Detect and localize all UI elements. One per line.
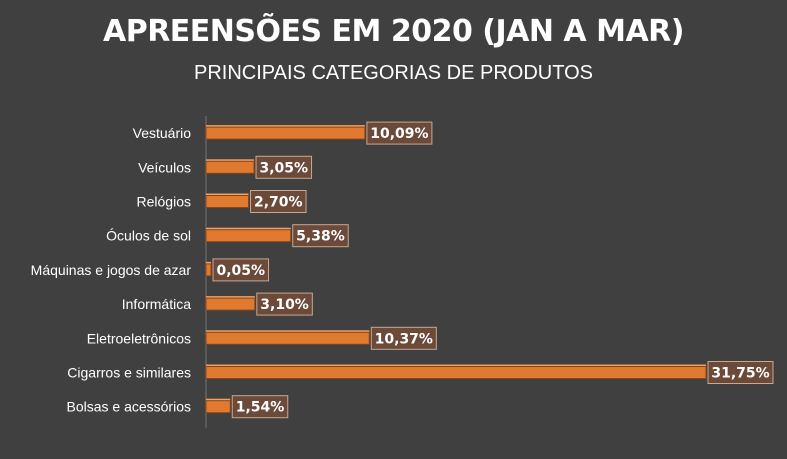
category-label: Cigarros e similares bbox=[67, 365, 191, 381]
data-label-box bbox=[370, 326, 437, 350]
category-label: Óculos de sol bbox=[106, 228, 191, 244]
data-label: 3,10% bbox=[260, 297, 309, 313]
data-label: 3,05% bbox=[259, 160, 308, 176]
category-label: Bolsas e acessórios bbox=[66, 399, 191, 415]
data-label-box bbox=[292, 224, 349, 248]
data-label-box bbox=[255, 155, 313, 179]
category-label: Relógios bbox=[137, 194, 191, 210]
bar bbox=[205, 229, 292, 243]
bar bbox=[205, 366, 707, 379]
bar bbox=[205, 297, 256, 311]
category-label: Vestuário bbox=[133, 125, 192, 141]
bar bbox=[205, 331, 370, 345]
data-label: 31,75% bbox=[711, 366, 769, 382]
chart-subtitle: PRINCIPAIS CATEGORIAS DE PRODUTOS bbox=[194, 62, 593, 84]
bar bbox=[205, 263, 212, 277]
bar bbox=[205, 195, 250, 208]
data-label-box bbox=[250, 190, 307, 213]
category-label: Máquinas e jogos de azar bbox=[31, 262, 192, 278]
data-label: 10,09% bbox=[370, 126, 428, 142]
bar bbox=[205, 160, 255, 174]
data-label: 2,70% bbox=[254, 195, 303, 211]
category-label: Veículos bbox=[138, 159, 191, 175]
data-label: 5,38% bbox=[296, 229, 345, 245]
data-label: 10,37% bbox=[375, 331, 433, 347]
bar bbox=[205, 126, 366, 140]
data-label-box bbox=[212, 258, 269, 282]
category-label: Informática bbox=[122, 296, 191, 312]
data-label: 0,05% bbox=[216, 263, 265, 279]
bar bbox=[205, 400, 231, 414]
chart-title: APREENSÕES EM 2020 (JAN A MAR) bbox=[103, 14, 684, 49]
category-label: Eletroeletrônicos bbox=[87, 330, 191, 346]
data-label-box bbox=[366, 121, 433, 145]
data-label-box bbox=[231, 395, 289, 419]
data-label-box bbox=[707, 361, 774, 384]
data-label: 1,54% bbox=[236, 400, 285, 416]
data-label-box bbox=[256, 292, 313, 316]
